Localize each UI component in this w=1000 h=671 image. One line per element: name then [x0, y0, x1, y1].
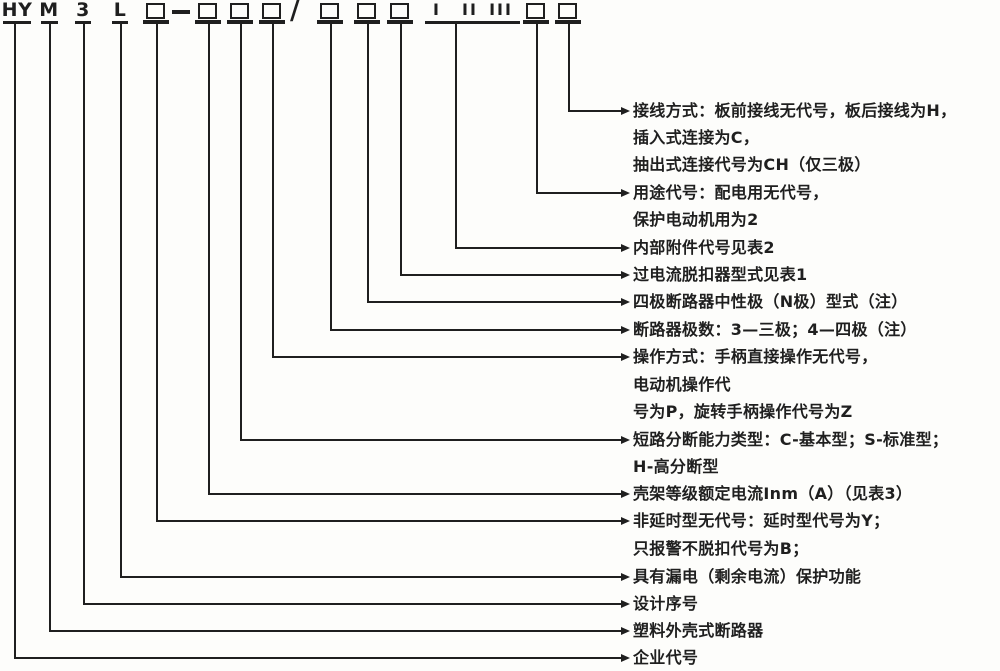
connector-line: [536, 24, 622, 194]
connector-line: [14, 24, 622, 659]
connector-line: [240, 24, 622, 441]
annotation-line: 断路器极数：3—三极；4—四极（注）: [633, 320, 917, 339]
code-separator-slash: /: [290, 0, 300, 26]
arrow-right-icon: [621, 107, 630, 115]
code-field-box: [390, 3, 409, 19]
annotation-line: 短路分断能力类型：C-基本型；S-标准型；: [633, 430, 949, 449]
roman-numeral-ii: II: [462, 0, 478, 19]
code-field-box: [558, 3, 577, 19]
arrow-right-icon: [621, 436, 630, 444]
annotation-line: 接线方式：板前接线无代号，板后接线为H，: [633, 101, 957, 120]
arrow-right-icon: [621, 573, 630, 581]
arrow-right-icon: [621, 189, 630, 197]
annotation-line: 操作方式：手柄直接操作无代号，: [633, 347, 878, 366]
code-letter-3: 3: [76, 0, 90, 21]
annotation-line: H-高分断型: [633, 457, 719, 476]
code-field-underline: [523, 20, 549, 24]
connector-line: [455, 24, 622, 249]
roman-numeral-iii: III: [489, 0, 513, 19]
arrow-right-icon: [621, 326, 630, 334]
code-field-underline: [227, 20, 253, 24]
code-letter-underline: [112, 21, 128, 24]
code-letter-underline: [41, 21, 58, 24]
connector-line: [367, 24, 622, 303]
code-field-underline: [387, 20, 413, 24]
annotation-line: 号为P，旋转手柄操作代号为Z: [633, 402, 853, 421]
code-field-box: [357, 3, 376, 19]
annotation-line: 内部附件代号见表2: [633, 238, 775, 257]
connector-line: [83, 24, 622, 605]
roman-group-underline: [425, 21, 520, 24]
annotation-line: 只报警不脱扣代号为B；: [633, 539, 809, 558]
code-letter-m: M: [39, 0, 59, 21]
connector-line: [272, 24, 622, 358]
annotation-line: 非延时型无代号：延时型代号为Y；: [633, 511, 890, 530]
annotation-line: 用途代号：配电用无代号，: [633, 183, 829, 202]
arrow-right-icon: [621, 600, 630, 608]
code-letter-underline: [75, 21, 91, 24]
annotation-line: 过电流脱扣器型式见表1: [633, 265, 808, 284]
arrow-right-icon: [621, 298, 630, 306]
code-field-box: [230, 3, 249, 19]
arrow-right-icon: [621, 490, 630, 498]
annotation-line: 抽出式连接代号为CH（仅三极）: [633, 155, 871, 174]
connector-line: [120, 24, 622, 578]
code-field-box: [146, 3, 165, 19]
code-field-box: [198, 3, 217, 19]
annotation-line: 塑料外壳式断路器: [633, 621, 764, 640]
connector-line: [49, 24, 622, 632]
code-field-underline: [195, 20, 221, 24]
code-field-box: [262, 3, 281, 19]
connector-line: [156, 24, 622, 522]
code-letter-underline: [3, 21, 31, 24]
annotation-line: 企业代号: [633, 648, 699, 667]
arrow-right-icon: [621, 244, 630, 252]
arrow-right-icon: [621, 353, 630, 361]
annotation-line: 保护电动机用为2: [633, 210, 759, 229]
code-field-underline: [259, 20, 285, 24]
annotation-line: 四极断路器中性极（N极）型式（注）: [633, 292, 908, 311]
annotation-line: 电动机操作代: [633, 375, 731, 394]
code-field-underline: [143, 20, 169, 24]
code-letter-l: L: [113, 0, 127, 21]
code-field-underline: [555, 20, 581, 24]
arrow-right-icon: [621, 271, 630, 279]
annotation-line: 具有漏电（剩余电流）保护功能: [633, 567, 862, 586]
code-field-underline: [317, 20, 343, 24]
roman-numeral-i: I: [433, 0, 441, 19]
code-separator-dash: [172, 10, 190, 14]
arrow-right-icon: [621, 517, 630, 525]
arrow-right-icon: [621, 627, 630, 635]
connector-line: [400, 24, 622, 276]
annotation-line: 插入式连接为C，: [633, 128, 760, 147]
code-field-underline: [354, 20, 380, 24]
connector-line: [330, 24, 622, 331]
annotation-line: 设计序号: [633, 594, 699, 613]
connector-line: [568, 24, 622, 112]
code-letter-hy: HY: [1, 0, 33, 21]
arrow-right-icon: [621, 654, 630, 662]
connector-line: [208, 24, 622, 495]
annotation-line: 壳架等级额定电流Inm（A）（见表3）: [633, 484, 913, 503]
code-field-box: [320, 3, 339, 19]
code-field-box: [526, 3, 545, 19]
